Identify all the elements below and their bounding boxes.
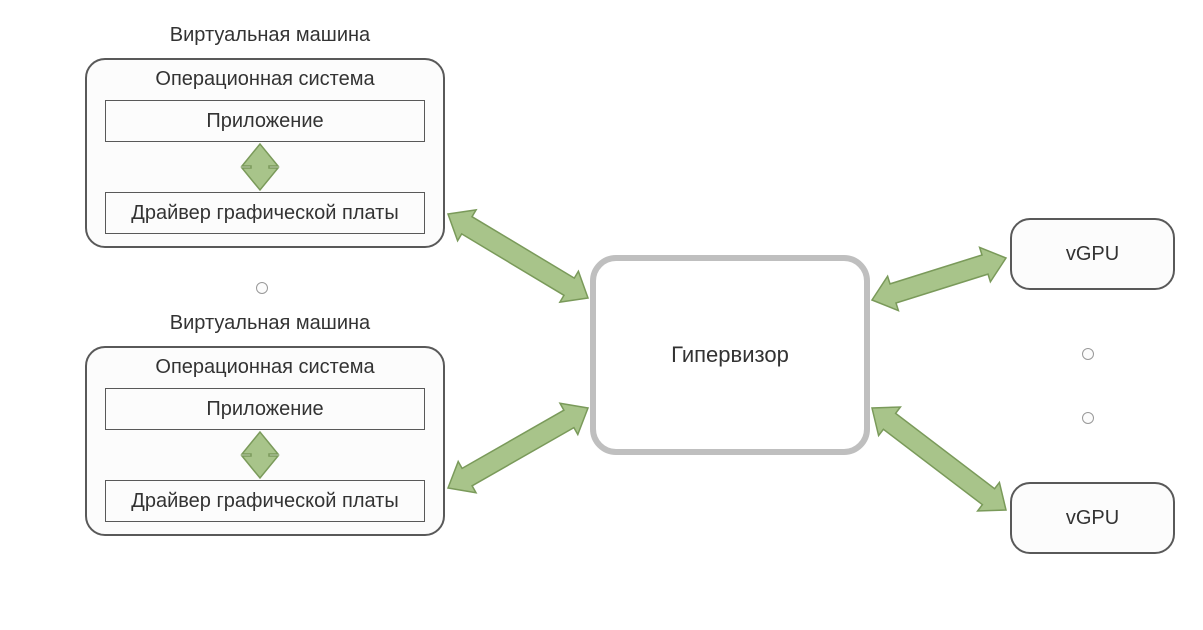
- vm2-app-text: Приложение: [206, 398, 323, 421]
- vm1-drv-box: Драйвер графической платы: [105, 192, 425, 234]
- arrow-vm2-to-hyp: [448, 403, 588, 492]
- vm1-drv-text: Драйвер графической платы: [131, 202, 398, 225]
- vm1-app-box: Приложение: [105, 100, 425, 142]
- vm1-app-text: Приложение: [206, 110, 323, 133]
- vm1-os-text: Операционная система: [155, 68, 374, 91]
- vgpu-bot-text: vGPU: [1066, 507, 1119, 530]
- vm2-app-box: Приложение: [105, 388, 425, 430]
- hypervisor-text: Гипервизор: [671, 342, 789, 368]
- vm1-title-label: Виртуальная машина: [155, 24, 385, 47]
- arrow-vm1-to-hyp: [448, 210, 588, 302]
- vgpu-bot-box: vGPU: [1010, 482, 1175, 554]
- vm-ellipsis-dot: [256, 282, 268, 294]
- vgpu-top-box: vGPU: [1010, 218, 1175, 290]
- arrow-hyp-to-vgpu-b: [872, 407, 1006, 511]
- vm2-drv-text: Драйвер графической платы: [131, 490, 398, 513]
- vm2-os-text: Операционная система: [155, 356, 374, 379]
- vgpu-ellipsis-dot-2: [1082, 412, 1094, 424]
- diagram-canvas: { "type": "flowchart", "canvas": { "widt…: [0, 0, 1203, 630]
- hypervisor-box: Гипервизор: [590, 255, 870, 455]
- vgpu-top-text: vGPU: [1066, 243, 1119, 266]
- vgpu-ellipsis-dot-1: [1082, 348, 1094, 360]
- arrow-hyp-to-vgpu-t: [872, 247, 1006, 310]
- vm2-title-label: Виртуальная машина: [155, 312, 385, 335]
- vm2-drv-box: Драйвер графической платы: [105, 480, 425, 522]
